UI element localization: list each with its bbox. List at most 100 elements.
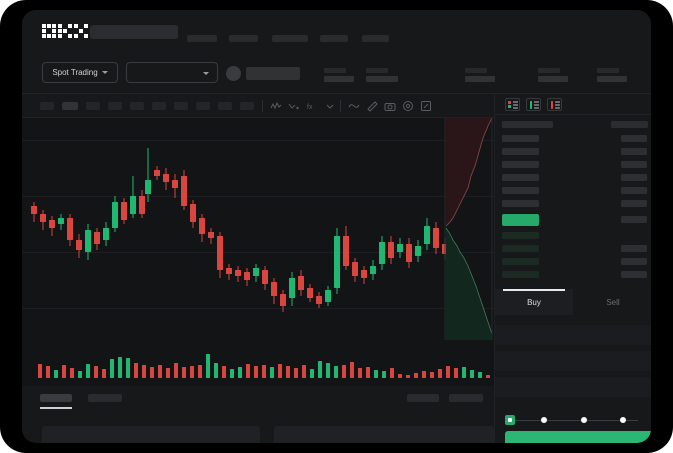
- interval-chip-1[interactable]: [62, 102, 78, 110]
- spread-price-highlight[interactable]: [502, 214, 539, 226]
- indicator-icon[interactable]: [288, 100, 300, 112]
- order-book-panel: [494, 94, 651, 289]
- fullscreen-icon[interactable]: [420, 100, 432, 112]
- wave-icon[interactable]: [348, 100, 360, 112]
- candle-44: [424, 218, 430, 250]
- ask-row-price-2[interactable]: [502, 161, 539, 168]
- slider-stop-50[interactable]: [581, 417, 587, 423]
- ruler-icon[interactable]: [366, 100, 378, 112]
- interval-chip-3[interactable]: [108, 102, 122, 110]
- price-candlestick-chart[interactable]: [22, 118, 494, 340]
- volume-bar-35: [318, 361, 322, 378]
- order-field-2[interactable]: [495, 377, 651, 397]
- camera-icon[interactable]: [384, 100, 396, 112]
- candle-8: [103, 222, 109, 246]
- bid-row-price-1[interactable]: [502, 245, 539, 252]
- volume-bar-26: [246, 364, 250, 378]
- volume-bar-17: [174, 363, 178, 378]
- depth-chart-svg: [444, 118, 493, 340]
- volume-bar-25: [238, 367, 242, 378]
- gridline-0: [22, 140, 494, 141]
- bottom-tab-1[interactable]: [88, 394, 122, 402]
- search-input[interactable]: [90, 25, 178, 39]
- ticker-stat-3: [538, 68, 568, 82]
- ask-row-amount-0[interactable]: [621, 135, 647, 142]
- interval-chip-2[interactable]: [86, 102, 100, 110]
- market-mode-select[interactable]: Spot Trading: [42, 62, 118, 83]
- volume-histogram: [22, 340, 498, 386]
- nav-item-0[interactable]: [187, 35, 217, 42]
- volume-bar-13: [142, 365, 146, 378]
- volume-bar-7: [94, 366, 98, 378]
- okx-logo[interactable]: [42, 24, 88, 38]
- bottom-panel-0[interactable]: [42, 426, 260, 443]
- asks-only-icon[interactable]: [547, 98, 562, 111]
- compare-icon[interactable]: fx: [306, 100, 318, 112]
- interval-chip-8[interactable]: [218, 102, 232, 110]
- interval-chip-0[interactable]: [40, 102, 54, 110]
- bottom-panel-1[interactable]: [274, 426, 494, 443]
- amount-slider[interactable]: [505, 414, 642, 426]
- candle-42: [406, 238, 412, 268]
- pair-name-placeholder[interactable]: [246, 67, 300, 80]
- chevron-down-icon[interactable]: [324, 100, 336, 112]
- candle-38: [370, 260, 376, 280]
- interval-chip-4[interactable]: [130, 102, 144, 110]
- ask-row-amount-5[interactable]: [621, 200, 647, 207]
- interval-chip-7[interactable]: [196, 102, 210, 110]
- volume-bar-37: [334, 366, 338, 378]
- toolbar-divider: [340, 100, 341, 112]
- ask-row-price-5[interactable]: [502, 200, 539, 207]
- nav-item-2[interactable]: [272, 35, 308, 42]
- volume-bar-44: [390, 368, 394, 378]
- interval-chip-6[interactable]: [174, 102, 188, 110]
- app-header: [22, 10, 651, 52]
- bid-row-price-2[interactable]: [502, 258, 539, 265]
- both-icon[interactable]: [505, 98, 520, 111]
- settings-icon[interactable]: [402, 100, 414, 112]
- candle-14: [154, 166, 160, 180]
- gridline-3: [22, 308, 494, 309]
- tab-buy[interactable]: Buy: [495, 289, 573, 315]
- ask-row-price-0[interactable]: [502, 135, 539, 142]
- submit-buy-button[interactable]: [505, 431, 651, 443]
- coin-avatar: [226, 66, 241, 81]
- candle-33: [325, 286, 331, 306]
- slider-stop-25[interactable]: [541, 417, 547, 423]
- volume-bar-54: [470, 370, 474, 378]
- candle-7: [94, 228, 100, 250]
- nav-item-4[interactable]: [362, 35, 389, 42]
- interval-chip-9[interactable]: [240, 102, 254, 110]
- slider-handle[interactable]: [505, 415, 515, 425]
- bottom-action-0[interactable]: [407, 394, 439, 402]
- ask-row-price-1[interactable]: [502, 148, 539, 155]
- pair-select[interactable]: [126, 62, 218, 83]
- candle-5: [76, 234, 82, 258]
- ask-row-amount-1[interactable]: [621, 148, 647, 155]
- volume-bar-6: [86, 364, 90, 378]
- candle-39: [379, 236, 385, 270]
- interval-chip-5[interactable]: [152, 102, 166, 110]
- bid-row-amount-3[interactable]: [621, 271, 647, 278]
- ask-row-price-3[interactable]: [502, 174, 539, 181]
- bid-row-price-0[interactable]: [502, 232, 539, 239]
- ask-row-amount-3[interactable]: [621, 174, 647, 181]
- chevron-down-icon: [101, 71, 108, 74]
- bid-row-amount-1[interactable]: [621, 245, 647, 252]
- order-field-0[interactable]: [495, 325, 651, 345]
- bottom-tab-0[interactable]: [40, 394, 72, 402]
- slider-stop-75[interactable]: [620, 417, 626, 423]
- bid-row-price-3[interactable]: [502, 271, 539, 278]
- line-chart-icon[interactable]: [270, 100, 282, 112]
- nav-item-1[interactable]: [229, 35, 258, 42]
- ask-row-amount-4[interactable]: [621, 187, 647, 194]
- candle-45: [433, 222, 439, 254]
- bids-only-icon[interactable]: [526, 98, 541, 111]
- ask-row-amount-2[interactable]: [621, 161, 647, 168]
- bottom-action-1[interactable]: [449, 394, 483, 402]
- bid-row-amount-2[interactable]: [621, 258, 647, 265]
- tab-sell[interactable]: Sell: [574, 289, 651, 315]
- nav-item-3[interactable]: [320, 35, 348, 42]
- order-field-1[interactable]: [495, 351, 651, 371]
- ask-row-price-4[interactable]: [502, 187, 539, 194]
